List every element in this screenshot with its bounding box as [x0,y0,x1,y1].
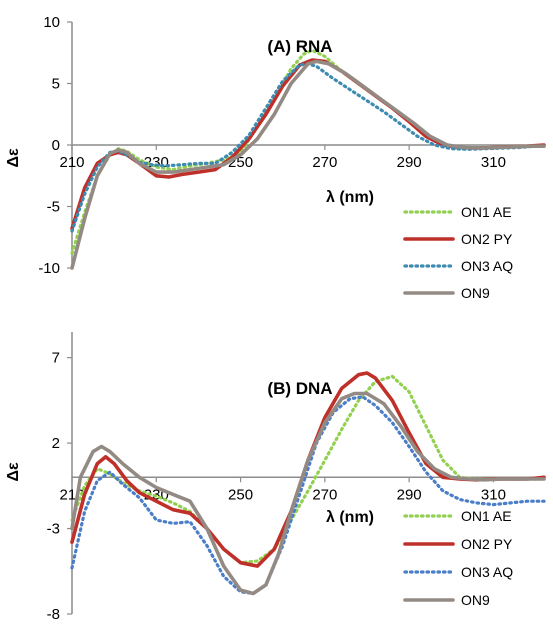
panel1-x-tick-label: 310 [481,154,506,171]
panel1-chart-title: (A) RNA [267,37,332,56]
panel1-y-tick-label: 0 [52,137,60,154]
panel1-legend-label: ON3 AQ [461,258,513,274]
panel2-legend-label: ON2 PY [461,536,513,552]
panel1-x-tick-label: 290 [397,154,422,171]
panel1-x-axis-label: λ (nm) [326,189,374,206]
panel1-y-tick-label: 10 [43,14,60,31]
panel2-legend-label: ON1 AE [461,508,512,524]
panel2-x-tick-label: 310 [481,486,506,503]
panel2-x-axis-label: λ (nm) [326,509,374,526]
panel1-series-line-on9 [70,59,546,270]
panel1-y-tick-label: -10 [38,260,60,277]
panel1-x-tick-label: 210 [59,154,84,171]
panel2-y-tick-label: -8 [47,606,60,623]
panel2-legend-label: ON9 [461,592,490,608]
panel1-x-tick-label: 270 [312,154,337,171]
panel1-legend-label: ON2 PY [461,231,513,247]
panel2-chart-title: (B) DNA [267,379,332,398]
panel1-series-line-on1-ae [70,48,546,255]
panel2-y-tick-label: -3 [47,521,60,538]
panel1-y-tick-label: 5 [52,76,60,93]
panel2-x-tick-label: 250 [228,486,253,503]
panel1-legend-label: ON1 AE [461,204,512,220]
panel1-y-tick-label: -5 [47,199,60,216]
panel2-x-tick-label: 270 [312,486,337,503]
panel2-legend-label: ON3 AQ [461,564,513,580]
panel2-x-tick-label: 290 [397,486,422,503]
panel2-y-axis-label: Δε [5,462,22,482]
panel2-y-tick-label: 2 [52,435,60,452]
panel1-legend-label: ON9 [461,285,490,301]
panel2-y-tick-label: 7 [52,350,60,367]
panel2-series-line-on9 [70,391,546,596]
panel2-series-line-on3-aq [70,395,546,596]
panel1-y-axis-label: Δε [5,148,22,168]
